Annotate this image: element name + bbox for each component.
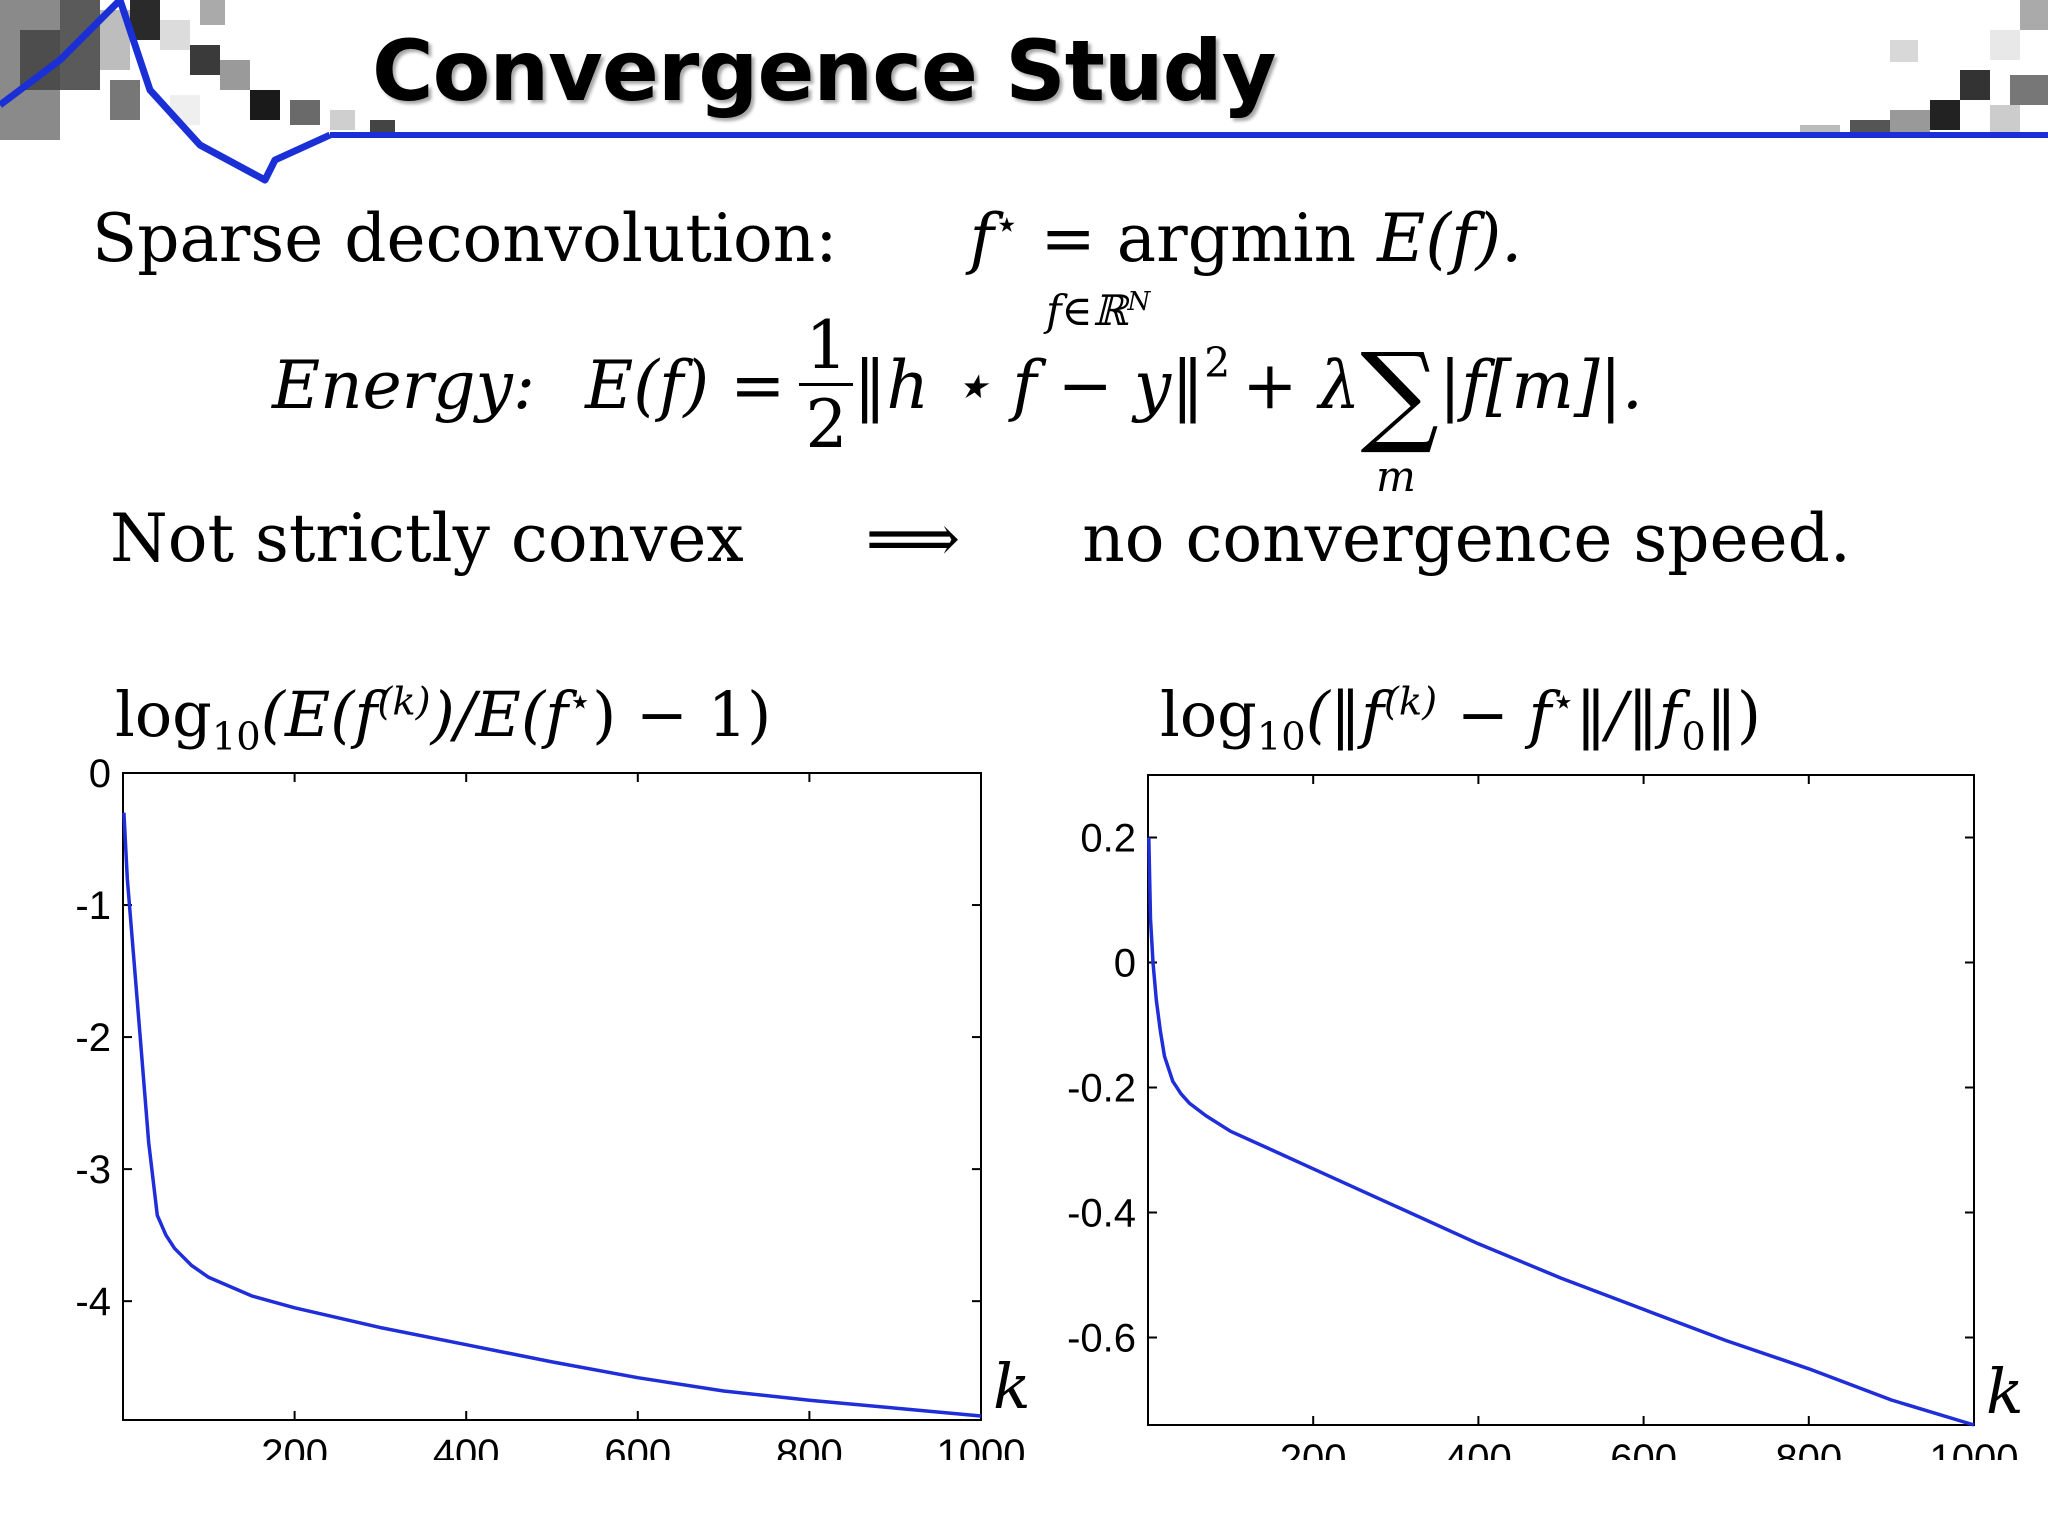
chart2-ytick-label: -0.6: [1067, 1317, 1136, 1361]
eq1-lhs: f: [969, 200, 994, 277]
chart1-title-b-sup: ⋆: [568, 679, 593, 725]
eq2-data-term-sup: 2: [1204, 339, 1231, 387]
chart1-xtick-label: 200: [261, 1432, 328, 1460]
chart1-xtick-label: 400: [433, 1432, 500, 1460]
chart2-title-c-sub: 0: [1681, 714, 1706, 760]
eq1-subscript-text: f∈ℝ: [1046, 286, 1128, 335]
chart1-ytick-label: -1: [75, 884, 111, 928]
chart2-xtick-label: 600: [1610, 1437, 1677, 1460]
chart1-title-b: )/E(f: [430, 678, 569, 751]
chart2-title-c: ‖/‖f: [1575, 678, 1682, 751]
chart1-series-line: [122, 812, 982, 1418]
eq2-l1-term: |f[m]|.: [1438, 346, 1643, 424]
chart2-ytick-label: -0.2: [1067, 1067, 1136, 1111]
eq2-sum-symbol: ∑: [1360, 329, 1439, 457]
eq1-argmin-subscript: f∈ℝN: [1046, 286, 1150, 335]
chart2-title-a-sup: (k): [1383, 679, 1438, 725]
eq2-frac-den: 2: [805, 385, 848, 463]
statement-not-strictly-convex: Not strictly convex ⟹ no convergence spe…: [110, 500, 1851, 577]
chart2-xtick-label: 400: [1445, 1437, 1512, 1460]
chart1-title-a: (E(f: [260, 678, 378, 751]
equation-energy: Energy: E(f) = 1 2 ‖h ⋆ f − y‖ 2 + λ ∑ |f…: [272, 310, 1643, 460]
chart1-ytick-label: 0: [89, 752, 111, 796]
eq1-energy: E(f).: [1377, 200, 1523, 277]
chart1-xtick-label: 1000: [937, 1432, 1026, 1460]
slide-title: Convergence Study: [372, 22, 1277, 120]
chart2-title-b: − f: [1437, 678, 1552, 751]
chart1-title-log: log: [115, 678, 212, 751]
chart2-xtick-label: 800: [1775, 1437, 1842, 1460]
chart2-xlabel: k: [1986, 1355, 2024, 1428]
chart2-ytick-label: 0: [1114, 942, 1136, 986]
header-pixel-mosaic-left: [0, 0, 395, 140]
header-pixel-mosaic-right: [1800, 0, 2048, 135]
chart2-series-line: [1147, 837, 1975, 1427]
chart1-ytick-label: -4: [75, 1280, 111, 1324]
chart-energy-gap: 200 400 600 800 1000 0 -1 -2 -3 -4 k: [75, 752, 1031, 1460]
eq2-plus-lambda: + λ: [1242, 346, 1361, 424]
eq1-argmin: = argmin: [1040, 200, 1357, 277]
eq2-sum-index: m: [1376, 452, 1416, 501]
eq2-data-term: ‖h ⋆ f − y‖: [853, 346, 1205, 424]
chart-iterate-distance: 200 400 600 800 1000 0.2 0 -0.2 -0.4 -0.6 k: [1067, 774, 2024, 1460]
line3-left: Not strictly convex: [110, 500, 744, 577]
line3-arrow: ⟹: [865, 500, 961, 577]
chart1-xlabel: k: [993, 1350, 1031, 1423]
chart1-plot-frame: [122, 772, 982, 1421]
chart1-ytick-label: -2: [75, 1016, 111, 1060]
chart1-title-sub: 10: [211, 714, 261, 760]
chart2-plot-frame: [1147, 774, 1975, 1426]
chart2-title-d: ‖): [1705, 678, 1762, 751]
chart2-ytick-label: 0.2: [1080, 817, 1136, 861]
chart1-xtick-label: 800: [776, 1432, 843, 1460]
eq2-lhs: E(f) =: [585, 346, 786, 424]
chart1-ytick-label: -3: [75, 1148, 111, 1192]
header-decoration: [0, 0, 2048, 184]
chart2-title-b-sup: ⋆: [1551, 679, 1576, 725]
chart2-title-a: (‖f: [1305, 678, 1384, 751]
eq2-fraction: 1 2: [799, 312, 854, 463]
eq2-frac-num: 1: [799, 312, 854, 386]
chart1-title-c: ) − 1): [592, 678, 772, 751]
chart1-title-a-sup: (k): [377, 679, 431, 725]
chart2-title-log: log: [1160, 678, 1257, 751]
line3-right: no convergence speed.: [1082, 500, 1851, 577]
slide-header: Convergence Study: [0, 0, 2048, 190]
chart2-title-sub: 10: [1256, 714, 1306, 760]
chart2-xtick-label: 200: [1280, 1437, 1347, 1460]
eq1-label: Sparse deconvolution:: [92, 200, 838, 277]
header-signal-curve: [0, 0, 332, 184]
eq2-label: Energy:: [272, 346, 536, 424]
eq1-star: ⋆: [993, 200, 1020, 248]
chart1-title: log10(E(f(k))/E(f⋆) − 1): [115, 678, 771, 759]
eq1-subscript-sup: N: [1127, 287, 1151, 317]
chart2-ytick-label: -0.4: [1067, 1192, 1136, 1236]
chart1-xtick-label: 600: [604, 1432, 671, 1460]
equation-sparse-deconvolution: Sparse deconvolution: f⋆ = argmin E(f).: [92, 200, 1522, 277]
chart2-title: log10(‖f(k) − f⋆‖/‖f0‖): [1160, 678, 1761, 759]
chart2-xtick-label: 1000: [1930, 1437, 2019, 1460]
